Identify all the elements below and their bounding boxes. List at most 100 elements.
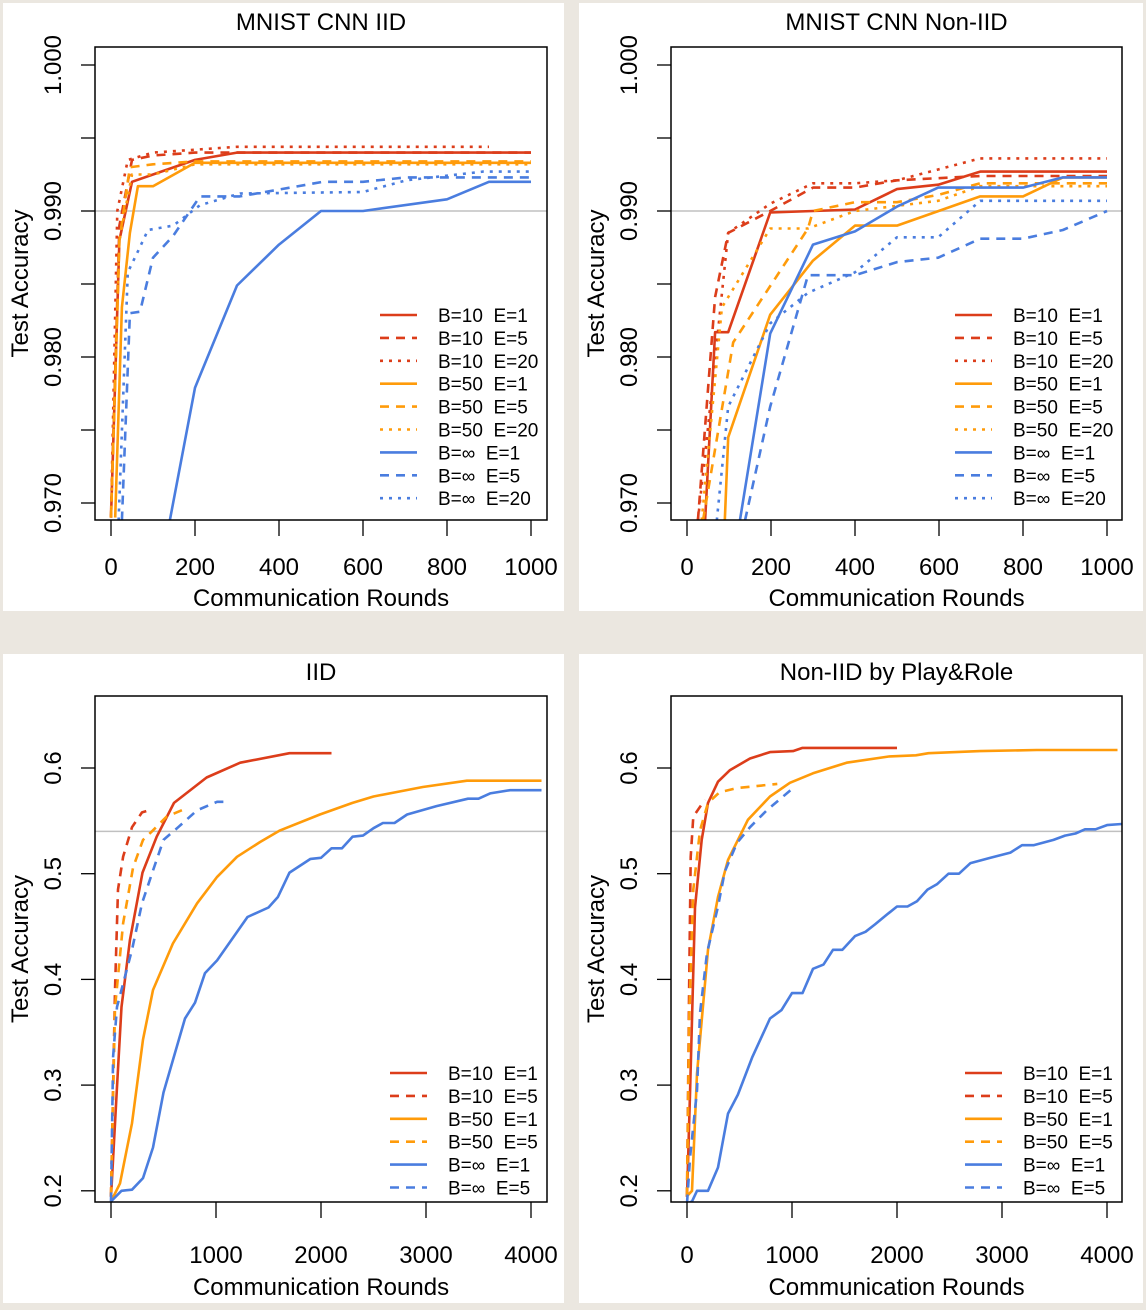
x-tick-label: 0: [104, 554, 117, 581]
legend-entry: B=10 E=1: [1023, 1064, 1113, 1085]
y-tick-label: 0.980: [40, 327, 67, 387]
y-tick-label: 0.5: [40, 857, 67, 890]
x-tick-label: 1000: [504, 554, 557, 581]
legend-entry: B=10 E=1: [438, 306, 528, 327]
legend-entry: B=∞ E=1: [448, 1156, 530, 1177]
x-tick-label: 400: [259, 554, 299, 581]
legend-entry: B=10 E=5: [448, 1087, 538, 1108]
x-tick-label: 800: [427, 554, 467, 581]
legend-entry: B=10 E=5: [1013, 329, 1103, 350]
y-tick-label: 1.000: [616, 35, 643, 95]
chart-title: IID: [306, 659, 337, 686]
x-axis-label: Communication Rounds: [768, 1274, 1024, 1301]
legend-entry: B=10 E=1: [1013, 306, 1103, 327]
x-tick-label: 3000: [399, 1242, 452, 1269]
x-axis-label: Communication Rounds: [768, 585, 1024, 612]
series-line-5: [701, 182, 1107, 520]
series-line-7: [738, 176, 1107, 520]
y-tick-label: 0.6: [40, 751, 67, 784]
panel-background: [579, 654, 1143, 1303]
subplot-4: 0 1000 2000 3000 4000 0.2 0.3 0.4 0.5 0.6 Non-IID …: [579, 654, 1143, 1303]
x-tick-label: 200: [175, 554, 215, 581]
y-tick-label: 0.3: [40, 1068, 67, 1101]
series-line-9: [117, 170, 531, 520]
legend-entry: B=∞ E=1: [1013, 443, 1095, 464]
series-line-1: [685, 746, 897, 1198]
x-tick-label: 4000: [504, 1242, 557, 1269]
series-line-7: [168, 180, 531, 520]
y-tick-label: 0.4: [40, 963, 67, 996]
series-line-2: [109, 807, 154, 1197]
series-line-3: [109, 145, 489, 518]
legend-entry: B=50 E=5: [1023, 1133, 1113, 1154]
x-tick-label: 800: [1003, 554, 1043, 581]
chart-title: Non-IID by Play&Role: [780, 659, 1013, 686]
legend-entry: B=50 E=5: [438, 398, 528, 419]
legend-entry: B=∞ E=1: [438, 443, 520, 464]
legend-entry: B=50 E=1: [448, 1110, 538, 1131]
series-line-8: [120, 176, 531, 520]
chart-title: MNIST CNN Non-IID: [785, 9, 1007, 36]
series-line-5: [109, 160, 531, 518]
legend-entry: B=50 E=1: [1023, 1110, 1113, 1131]
series-line-5: [110, 788, 542, 1202]
legend-entry: B=∞ E=5: [438, 466, 520, 487]
subplot-1: 0 200 400 600 800 1000 0.970 0.980 0.990 1.000 MNI…: [3, 3, 564, 612]
series-line-6: [685, 787, 794, 1202]
series-line-2: [696, 174, 1107, 520]
x-tick-label: 0: [680, 1242, 693, 1269]
y-tick-label: 0.970: [616, 473, 643, 533]
series-line-5: [687, 822, 1122, 1202]
y-axis-label: Test Accuracy: [7, 209, 34, 357]
y-tick-label: 0.5: [616, 857, 643, 890]
y-axis-label: Test Accuracy: [583, 209, 610, 357]
chart-title: MNIST CNN IID: [236, 9, 406, 36]
x-tick-label: 200: [751, 554, 791, 581]
series-line-3: [696, 157, 1107, 520]
y-axis-label: Test Accuracy: [583, 875, 610, 1023]
series-line-9: [715, 199, 1107, 520]
legend: B=10 E=1B=10 E=5B=50 E=1B=50 E=5B=∞ E=1B…: [965, 1064, 1113, 1200]
series-line-1: [109, 751, 332, 1198]
series-group: [685, 746, 1122, 1202]
legend-entry: B=50 E=5: [1013, 398, 1103, 419]
y-tick-label: 0.6: [616, 751, 643, 784]
series-group: [109, 145, 531, 520]
x-axis-label: Communication Rounds: [193, 1274, 449, 1301]
y-tick-label: 0.2: [40, 1174, 67, 1207]
legend-entry: B=∞ E=20: [1013, 489, 1106, 510]
panel-background: [579, 3, 1143, 611]
y-tick-label: 0.2: [616, 1174, 643, 1207]
series-line-4: [109, 807, 188, 1197]
series-line-6: [109, 800, 225, 1202]
x-tick-label: 600: [919, 554, 959, 581]
x-tick-label: 1000: [1080, 554, 1133, 581]
x-tick-label: 1000: [765, 1242, 818, 1269]
x-tick-label: 3000: [975, 1242, 1028, 1269]
legend: B=10 E=1B=10 E=5B=10 E=20B=50 E=1B=50 E=…: [380, 306, 538, 510]
legend-entry: B=50 E=20: [438, 421, 538, 442]
series-line-4: [113, 161, 531, 518]
y-tick-label: 1.000: [40, 35, 67, 95]
series-line-2: [685, 798, 706, 1197]
legend: B=10 E=1B=10 E=5B=50 E=1B=50 E=5B=∞ E=1B…: [390, 1064, 538, 1200]
legend-entry: B=10 E=20: [1013, 352, 1113, 373]
x-tick-label: 2000: [294, 1242, 347, 1269]
legend-entry: B=∞ E=5: [448, 1179, 530, 1200]
legend-entry: B=∞ E=5: [1013, 466, 1095, 487]
y-tick-label: 0.3: [616, 1068, 643, 1101]
legend-entry: B=50 E=20: [1013, 421, 1113, 442]
legend-entry: B=∞ E=5: [1023, 1179, 1105, 1200]
legend-entry: B=50 E=5: [448, 1133, 538, 1154]
legend-entry: B=50 E=1: [438, 375, 528, 396]
legend-entry: B=∞ E=1: [1023, 1156, 1105, 1177]
series-group: [696, 157, 1108, 520]
y-tick-label: 0.980: [616, 327, 643, 387]
subplot-3: 0 1000 2000 3000 4000 0.2 0.3 0.4 0.5 0.6 IID Commu…: [3, 654, 564, 1303]
x-tick-label: 2000: [870, 1242, 923, 1269]
x-tick-label: 4000: [1080, 1242, 1133, 1269]
y-tick-label: 0.990: [40, 181, 67, 241]
y-tick-label: 0.4: [616, 963, 643, 996]
y-tick-label: 0.970: [40, 473, 67, 533]
panel-background: [3, 654, 564, 1303]
